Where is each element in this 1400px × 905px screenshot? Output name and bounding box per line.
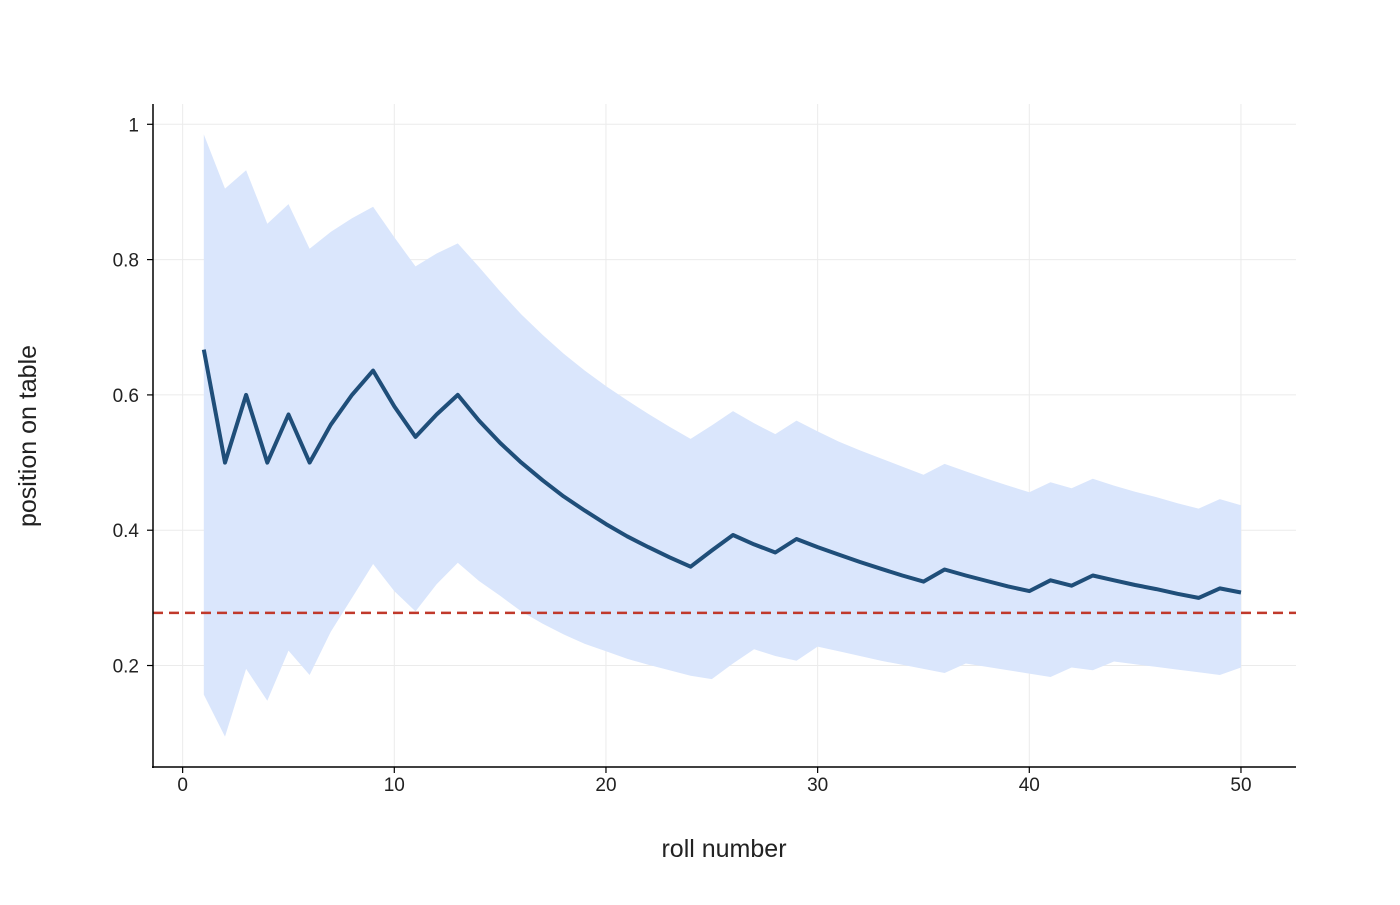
data-point bbox=[625, 534, 630, 539]
data-point bbox=[794, 537, 799, 542]
data-point bbox=[1048, 578, 1053, 583]
data-point bbox=[752, 542, 757, 547]
data-point bbox=[328, 422, 333, 427]
data-point bbox=[582, 508, 587, 513]
data-point bbox=[879, 566, 884, 571]
data-point bbox=[223, 460, 228, 465]
data-point bbox=[1239, 590, 1244, 595]
data-point bbox=[1069, 583, 1074, 588]
data-point bbox=[858, 560, 863, 565]
y-tick-label: 0.6 bbox=[113, 386, 139, 407]
data-point bbox=[455, 392, 460, 397]
y-tick-label: 0.2 bbox=[113, 657, 139, 678]
data-point bbox=[836, 552, 841, 557]
confidence-band bbox=[203, 134, 1241, 737]
data-point bbox=[265, 460, 270, 465]
data-point bbox=[413, 434, 418, 439]
data-point bbox=[1196, 595, 1201, 600]
data-point bbox=[688, 564, 693, 569]
data-point bbox=[1133, 583, 1138, 588]
x-tick-labels: 0 10 20 30 40 50 bbox=[177, 775, 1251, 796]
x-tick-label: 30 bbox=[807, 775, 828, 796]
series-line bbox=[201, 349, 1242, 600]
data-point bbox=[1090, 573, 1095, 578]
data-point bbox=[604, 522, 609, 527]
data-point bbox=[561, 494, 566, 499]
x-axis-title: roll number bbox=[661, 835, 786, 863]
data-point bbox=[667, 555, 672, 560]
x-tick-label: 40 bbox=[1019, 775, 1040, 796]
data-point bbox=[307, 460, 312, 465]
y-tick-label: 0.8 bbox=[113, 251, 139, 272]
x-tick-label: 50 bbox=[1230, 775, 1251, 796]
axes bbox=[147, 104, 1296, 773]
y-tick-label: 0.4 bbox=[113, 521, 140, 542]
series-line-layer bbox=[201, 347, 1244, 600]
data-point bbox=[434, 412, 439, 417]
data-point bbox=[1006, 584, 1011, 589]
grid bbox=[153, 104, 1296, 767]
data-point bbox=[646, 545, 651, 550]
y-axis-title: position on table bbox=[14, 345, 42, 527]
data-point bbox=[709, 548, 714, 553]
x-tick-label: 10 bbox=[384, 775, 405, 796]
data-point bbox=[815, 545, 820, 550]
data-point bbox=[1027, 589, 1032, 594]
data-point bbox=[498, 440, 503, 445]
data-point bbox=[392, 404, 397, 409]
data-point bbox=[1154, 587, 1159, 592]
data-point bbox=[921, 579, 926, 584]
data-point bbox=[371, 368, 376, 373]
data-point bbox=[942, 567, 947, 572]
data-point bbox=[540, 478, 545, 483]
data-point bbox=[201, 347, 206, 352]
data-point bbox=[1112, 578, 1117, 583]
x-tick-label: 0 bbox=[177, 775, 188, 796]
data-point bbox=[985, 579, 990, 584]
data-point bbox=[519, 460, 524, 465]
confidence-band-layer bbox=[203, 134, 1241, 737]
data-point bbox=[244, 392, 249, 397]
x-tick-label: 20 bbox=[595, 775, 616, 796]
data-point bbox=[477, 418, 482, 423]
data-point bbox=[350, 392, 355, 397]
data-point bbox=[963, 573, 968, 578]
data-point bbox=[1217, 586, 1222, 591]
data-point bbox=[900, 573, 905, 578]
y-tick-labels: 0.2 0.4 0.6 0.8 1 bbox=[113, 115, 140, 677]
data-point bbox=[1175, 591, 1180, 596]
data-point bbox=[731, 533, 736, 538]
data-point bbox=[773, 550, 778, 555]
data-point bbox=[286, 412, 291, 417]
y-tick-label: 1 bbox=[128, 115, 139, 136]
